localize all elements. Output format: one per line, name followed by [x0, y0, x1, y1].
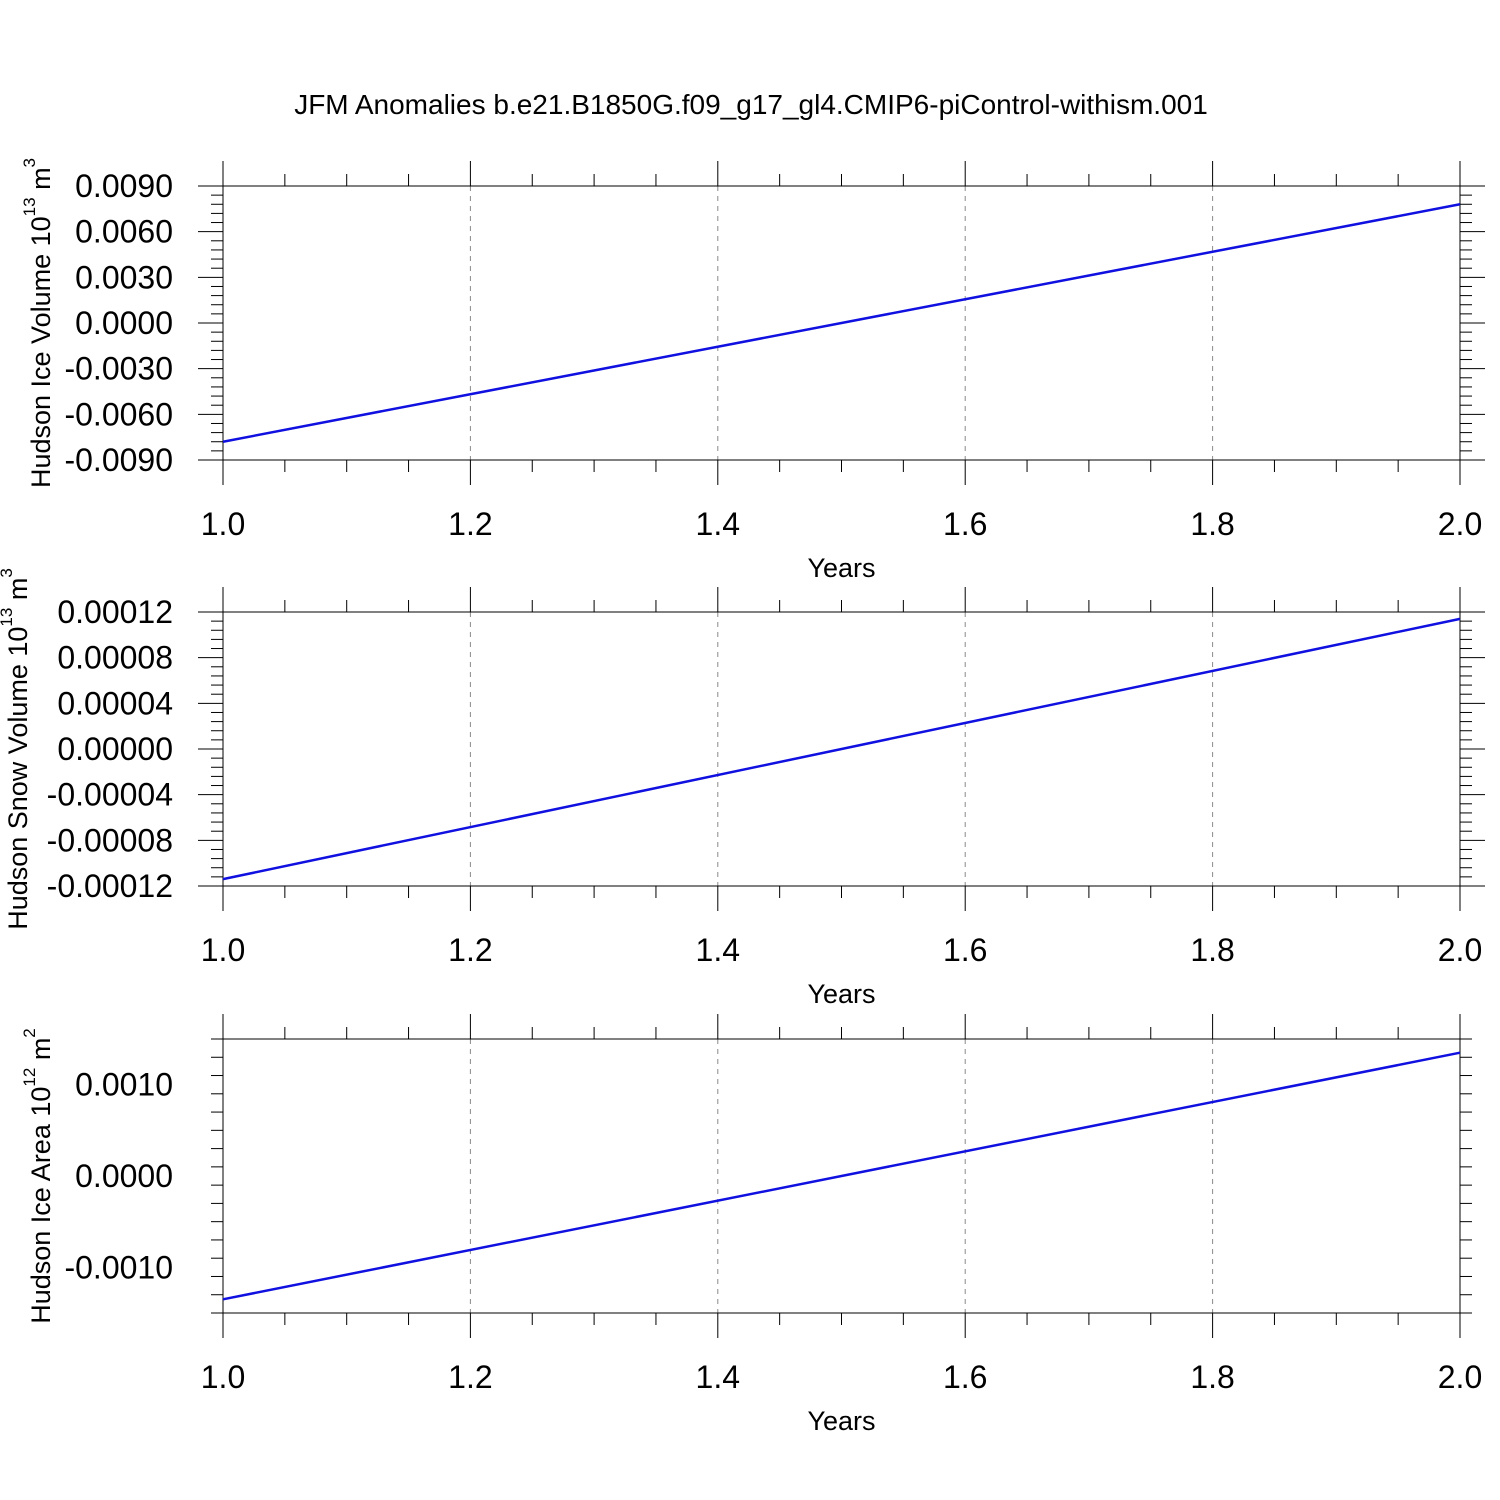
x-tick-label: 1.8 [1190, 932, 1234, 968]
y-tick-label: -0.00008 [47, 822, 173, 858]
x-tick-label: 1.4 [696, 1359, 740, 1395]
x-tick-label: 2.0 [1438, 1359, 1482, 1395]
y-axis-title-unit: m [26, 167, 56, 197]
x-tick-label: 1.4 [696, 506, 740, 542]
panel-2: 1.0 1.2 1.4 1.6 1.8 2.0 Years 0.00012 0.00008 0.0… [0, 568, 1485, 1009]
panel-3: 1.0 1.2 1.4 1.6 1.8 2.0 Years 0.0010 0.0000 -0.00… [20, 1014, 1482, 1436]
panels: 1.0 1.2 1.4 1.6 1.8 2.0 Years 0.0090 0.0060 0.003… [0, 158, 1485, 1436]
y-tick-label: 0.0000 [75, 305, 173, 341]
x-tick-label: 1.0 [201, 932, 245, 968]
x-tick-label: 1.8 [1190, 506, 1234, 542]
series-line [222, 203, 1461, 443]
y-axis-title-sup: 13 [0, 608, 16, 627]
y-axis-title-text: Hudson Ice Volume 10 [26, 216, 56, 488]
x-tick-label: 1.2 [448, 506, 492, 542]
x-axis-title: Years [807, 979, 875, 1009]
y-tick-label: -0.0060 [64, 396, 173, 432]
y-axis-title-text: Hudson Ice Area 10 [26, 1087, 56, 1324]
y-tick-label: 0.0030 [75, 259, 173, 295]
x-axis-title: Years [807, 1406, 875, 1436]
x-tick-label: 1.6 [943, 932, 987, 968]
y-tick-label: -0.00012 [47, 868, 173, 904]
y-axis-title-unit-sup: 3 [20, 158, 39, 167]
x-tick-label: 2.0 [1438, 506, 1482, 542]
series-line [222, 617, 1461, 881]
y-axis-title-sup: 12 [20, 1068, 39, 1087]
y-tick-label: -0.00004 [47, 777, 173, 813]
y-tick-label: 0.00000 [57, 731, 173, 767]
y-tick-label: 0.0060 [75, 214, 173, 250]
panel-1: 1.0 1.2 1.4 1.6 1.8 2.0 Years 0.0090 0.0060 0.003… [20, 158, 1485, 583]
y-tick-label: 0.0000 [75, 1158, 173, 1194]
x-tick-label: 1.8 [1190, 1359, 1234, 1395]
x-tick-label: 1.4 [696, 932, 740, 968]
series-line [222, 1051, 1461, 1301]
figure-title: JFM Anomalies b.e21.B1850G.f09_g17_gl4.C… [294, 89, 1208, 120]
x-tick-label: 1.2 [448, 1359, 492, 1395]
y-tick-label: -0.0010 [64, 1249, 173, 1285]
x-tick-label: 1.0 [201, 1359, 245, 1395]
y-axis-title-sup: 13 [20, 197, 39, 216]
y-tick-label: 0.00012 [57, 594, 173, 630]
y-tick-label: -0.0030 [64, 351, 173, 387]
y-axis-title-text: Hudson Snow Volume 10 [3, 627, 33, 930]
y-axis-title-unit-sup: 3 [0, 568, 16, 577]
x-axis-title: Years [807, 553, 875, 583]
y-tick-label: 0.0010 [75, 1067, 173, 1103]
x-tick-label: 1.0 [201, 506, 245, 542]
y-tick-label: 0.00004 [57, 685, 173, 721]
y-axis-title-unit: m [3, 578, 33, 608]
x-tick-label: 2.0 [1438, 932, 1482, 968]
x-tick-label: 1.2 [448, 932, 492, 968]
x-tick-label: 1.6 [943, 506, 987, 542]
y-axis-title: Hudson Ice Area 1012 m2 [20, 1028, 56, 1324]
y-axis-title: Hudson Snow Volume 1013 m3 [0, 568, 33, 930]
x-tick-label: 1.6 [943, 1359, 987, 1395]
y-tick-label: 0.00008 [57, 640, 173, 676]
y-axis-title-unit: m [26, 1038, 56, 1068]
y-tick-label: -0.0090 [64, 442, 173, 478]
y-axis-title-unit-sup: 2 [20, 1028, 39, 1037]
y-axis-title: Hudson Ice Volume 1013 m3 [20, 158, 56, 488]
y-tick-label: 0.0090 [75, 168, 173, 204]
